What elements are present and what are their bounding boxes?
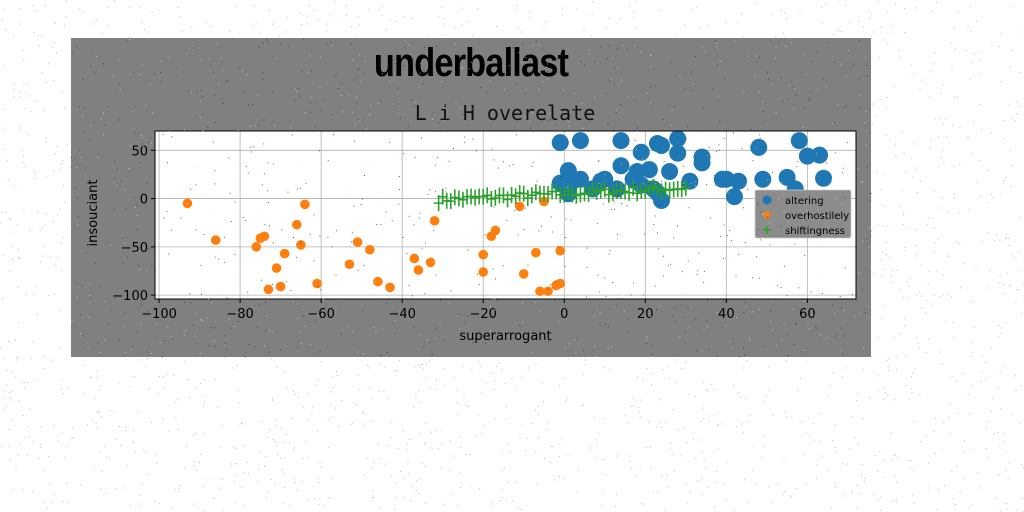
x-tick-label: 20: [637, 307, 654, 322]
data-point: [551, 134, 569, 152]
data-point: [429, 215, 440, 226]
chart-title: L i H overelate: [414, 101, 596, 125]
data-point: [669, 144, 687, 162]
data-point: [352, 237, 363, 247]
data-point: [275, 281, 286, 292]
data-point: [754, 170, 772, 188]
data-point: [612, 132, 630, 150]
data-point: [259, 231, 270, 242]
plot-frame: [154, 130, 857, 300]
data-point: [661, 163, 679, 181]
data-point: [478, 267, 489, 277]
data-point: [385, 282, 395, 293]
data-point: [811, 146, 829, 164]
x-tick-label: −100: [141, 307, 177, 322]
y-axis-label: insouciant: [86, 180, 101, 247]
data-point: [251, 242, 262, 252]
data-point: [571, 170, 589, 188]
x-tick-label: −80: [226, 307, 253, 322]
data-series: [182, 130, 833, 297]
legend-marker: [763, 226, 771, 234]
data-point: [490, 225, 501, 236]
data-point: [798, 147, 816, 165]
legend-label: shiftingness: [785, 226, 845, 237]
x-tick-label: −40: [388, 307, 415, 322]
legend: altering overhostilely shiftingness: [754, 189, 852, 239]
plot-area: [154, 130, 857, 300]
figure-super-title: underballast: [373, 41, 569, 85]
data-point: [535, 286, 545, 297]
y-tick-label: −100: [112, 289, 148, 304]
data-point: [693, 148, 711, 166]
data-point: [300, 199, 310, 210]
legend-marker: [763, 211, 771, 219]
data-point: [790, 132, 808, 150]
data-point: [555, 245, 566, 256]
data-point: [271, 263, 282, 273]
y-tick-label: 50: [131, 144, 148, 159]
legend-item-shiftingness: shiftingness: [763, 226, 845, 237]
data-point: [279, 248, 290, 259]
data-point: [518, 269, 529, 279]
data-point: [296, 240, 306, 250]
x-tick-label: −20: [469, 307, 496, 322]
data-point: [263, 284, 274, 295]
data-point: [373, 276, 383, 287]
data-point: [478, 249, 489, 260]
series-overhostilely: [182, 196, 566, 297]
data-point: [292, 219, 302, 230]
data-point: [559, 162, 577, 180]
y-tick-label: 0: [140, 193, 148, 208]
axis-ticks: −100 −80 −60 −40 −20 0 20 40 60 −100 −50 0 50: [112, 144, 815, 322]
data-point: [413, 265, 424, 275]
data-point: [555, 278, 566, 289]
series-shiftingness: [433, 178, 691, 212]
data-point: [344, 259, 355, 270]
x-tick-label: 40: [718, 307, 735, 322]
data-point: [312, 278, 322, 289]
data-point: [632, 143, 650, 161]
legend-label: altering: [785, 196, 824, 207]
data-point: [210, 235, 221, 245]
data-point: [669, 130, 687, 148]
data-point: [531, 247, 541, 258]
x-tick-label: 0: [560, 307, 568, 322]
data-point: [680, 179, 691, 196]
data-point: [425, 257, 436, 268]
data-point: [640, 161, 658, 179]
data-point: [612, 157, 630, 175]
x-tick-label: 60: [799, 307, 816, 322]
data-point: [364, 244, 375, 255]
data-point: [182, 198, 193, 209]
data-point: [571, 132, 589, 150]
x-axis-label: superarrogant: [459, 329, 551, 344]
y-tick-label: −50: [121, 241, 148, 256]
data-point: [514, 201, 525, 212]
data-point: [543, 286, 553, 297]
data-point: [815, 169, 833, 187]
data-point: [653, 136, 671, 154]
data-point: [725, 188, 743, 206]
data-point: [713, 170, 731, 188]
legend-label: overhostilely: [785, 211, 849, 222]
data-point: [750, 138, 768, 156]
legend-item-altering: altering: [762, 195, 824, 207]
data-point: [409, 253, 420, 264]
data-point: [729, 172, 747, 190]
legend-item-overhostilely: overhostilely: [763, 211, 849, 222]
legend-marker: [762, 195, 772, 205]
x-tick-label: −60: [307, 307, 334, 322]
